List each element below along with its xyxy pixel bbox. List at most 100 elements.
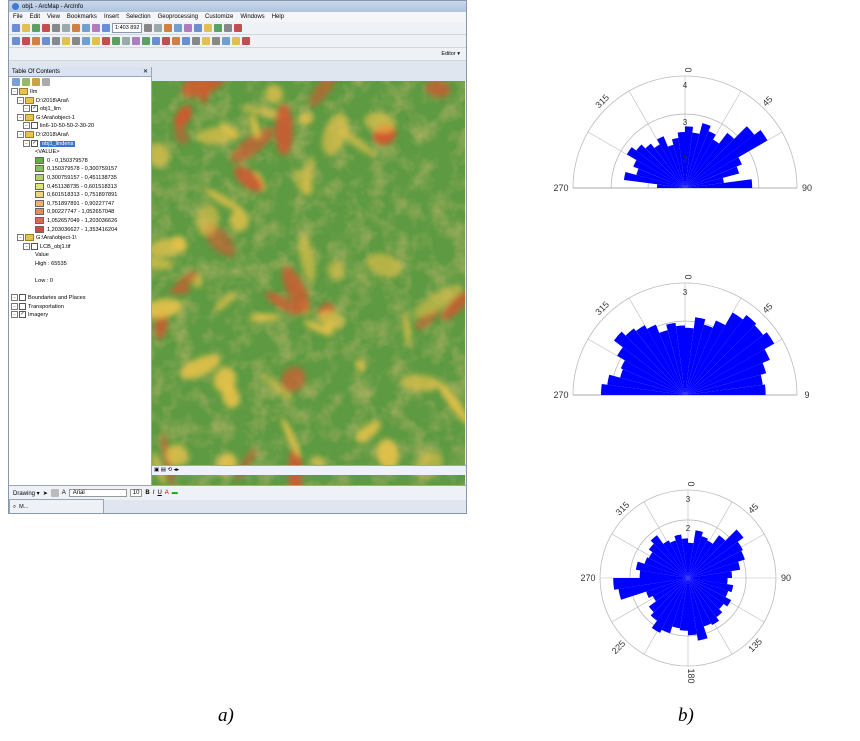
- toolbar-button-icon[interactable]: [72, 24, 80, 32]
- toc-row[interactable]: 0 - 0,150379578: [9, 156, 151, 166]
- menu-item-file[interactable]: File: [13, 14, 23, 20]
- toc-row[interactable]: 0,601518313 - 0,751897891: [9, 191, 151, 200]
- toolbar-button-icon[interactable]: [12, 24, 20, 32]
- tool-button-icon[interactable]: [52, 37, 60, 45]
- toc-row[interactable]: − D:\2018\Arai\: [9, 96, 151, 106]
- menu-item-view[interactable]: View: [47, 14, 60, 20]
- tool-button-icon[interactable]: [82, 37, 90, 45]
- tool-button-icon[interactable]: [172, 37, 180, 45]
- tool-button-icon[interactable]: [132, 37, 140, 45]
- toolbar-button-icon[interactable]: [214, 24, 223, 32]
- tool-button-icon[interactable]: [182, 37, 190, 45]
- menu-item-insert[interactable]: Insert: [103, 14, 119, 20]
- expand-icon[interactable]: −: [17, 96, 24, 104]
- menu-item-edit[interactable]: Edit: [29, 14, 41, 20]
- toolbar-button-icon[interactable]: [194, 24, 203, 32]
- menu-item-geoprocessing[interactable]: Geoprocessing: [157, 14, 198, 20]
- toc-row[interactable]: 1,203036627 - 1,353416204: [9, 225, 151, 235]
- toc-row[interactable]: − G:\Arai\object-1\: [9, 234, 151, 243]
- tool-button-icon[interactable]: [12, 37, 20, 45]
- toolbar-button-icon[interactable]: [184, 24, 193, 32]
- expand-icon[interactable]: −: [23, 105, 30, 113]
- toc-row[interactable]: − Transportation: [9, 302, 151, 312]
- layer-visibility-checkbox[interactable]: [31, 242, 38, 250]
- toc-row[interactable]: [9, 268, 151, 277]
- toc-row[interactable]: Value: [9, 251, 151, 260]
- tool-button-icon[interactable]: [72, 37, 80, 45]
- menu-item-windows[interactable]: Windows: [240, 14, 265, 20]
- list-by-selection-icon[interactable]: [42, 78, 50, 86]
- toc-row[interactable]: − lin6-10-50-50-2-30-20: [9, 122, 151, 131]
- expand-icon[interactable]: −: [11, 88, 18, 96]
- rectangle-icon[interactable]: [50, 489, 59, 497]
- tool-button-icon[interactable]: [232, 37, 240, 45]
- tool-button-icon[interactable]: [112, 37, 120, 45]
- italic-button[interactable]: I: [152, 490, 155, 496]
- bold-button[interactable]: B: [145, 490, 150, 496]
- toc-row[interactable]: 1,052657049 - 1,203036626: [9, 216, 151, 226]
- toolbar-button-icon[interactable]: [82, 24, 90, 32]
- tool-button-icon[interactable]: [212, 37, 220, 45]
- toc-row[interactable]: 0,90227747 - 1,052657048: [9, 208, 151, 217]
- map-view[interactable]: [152, 81, 465, 485]
- toolbar-button-icon[interactable]: [204, 24, 213, 32]
- expand-icon[interactable]: −: [17, 234, 24, 242]
- expand-icon[interactable]: −: [11, 294, 18, 302]
- taskbar-button[interactable]: ⌕ M...: [9, 499, 104, 513]
- list-by-source-icon[interactable]: [22, 78, 30, 86]
- text-icon[interactable]: A: [61, 490, 66, 496]
- toolbar-button-icon[interactable]: [174, 24, 183, 32]
- font-size-select[interactable]: 10: [129, 489, 143, 497]
- expand-icon[interactable]: −: [11, 302, 18, 310]
- expand-icon[interactable]: −: [23, 242, 30, 250]
- tool-button-icon[interactable]: [62, 37, 70, 45]
- toolbar-button-icon[interactable]: [224, 24, 233, 32]
- toc-row[interactable]: 0,150379578 - 0,300759157: [9, 165, 151, 174]
- expand-icon[interactable]: −: [11, 311, 18, 319]
- toc-row[interactable]: − D:\2018\Arai\: [9, 130, 151, 140]
- layer-visibility-checkbox[interactable]: ✓: [31, 105, 38, 113]
- toc-row[interactable]: High : 65535: [9, 260, 151, 269]
- menu-item-bookmarks[interactable]: Bookmarks: [66, 14, 97, 20]
- expand-icon[interactable]: −: [17, 113, 24, 121]
- toolbar-button-icon[interactable]: [22, 24, 30, 32]
- tool-button-icon[interactable]: [92, 37, 100, 45]
- toc-row[interactable]: 0,451138735 - 0,601518313: [9, 182, 151, 192]
- layer-visibility-checkbox[interactable]: [19, 302, 26, 310]
- toc-row[interactable]: 0,751897891 - 0,90227747: [9, 199, 151, 209]
- tool-button-icon[interactable]: [102, 37, 110, 45]
- tool-button-icon[interactable]: [152, 37, 160, 45]
- toc-row[interactable]: <VALUE>: [9, 148, 151, 157]
- expand-icon[interactable]: −: [23, 122, 30, 130]
- toc-row[interactable]: − Ilm: [9, 88, 151, 97]
- font-color-icon[interactable]: A: [164, 490, 169, 496]
- map-scale-input[interactable]: 1:403 892: [112, 23, 143, 33]
- toc-row[interactable]: − LCB_obj1.tif: [9, 242, 151, 252]
- tool-button-icon[interactable]: [202, 37, 210, 45]
- toc-row[interactable]: − ✓ obj1_lindens: [9, 139, 151, 149]
- font-select[interactable]: Arial: [68, 489, 127, 497]
- fill-color-icon[interactable]: ▬: [171, 490, 178, 496]
- toc-row[interactable]: − G:\Arai\object-1: [9, 113, 151, 123]
- tool-button-icon[interactable]: [42, 37, 50, 45]
- tool-button-icon[interactable]: [192, 37, 200, 45]
- layer-visibility-checkbox[interactable]: [31, 122, 38, 130]
- menu-item-help[interactable]: Help: [271, 14, 285, 20]
- tool-button-icon[interactable]: [122, 37, 130, 45]
- expand-icon[interactable]: −: [23, 139, 30, 147]
- drawing-menu[interactable]: Drawing ▾: [13, 490, 40, 497]
- layer-visibility-checkbox[interactable]: ✓: [31, 139, 38, 147]
- toc-row[interactable]: Low : 0: [9, 277, 151, 286]
- select-elements-icon[interactable]: ➤: [42, 490, 48, 497]
- toc-row[interactable]: − Boundaries and Places: [9, 294, 151, 303]
- toolbar-button-icon[interactable]: [92, 24, 100, 32]
- layer-visibility-checkbox[interactable]: [19, 294, 26, 302]
- toc-row[interactable]: 0,300759157 - 0,451138735: [9, 173, 151, 183]
- tool-button-icon[interactable]: [32, 37, 40, 45]
- tool-button-icon[interactable]: [222, 37, 230, 45]
- underline-button[interactable]: U: [157, 490, 162, 496]
- list-by-drawing-order-icon[interactable]: [12, 78, 20, 86]
- toolbar-button-icon[interactable]: [144, 24, 153, 32]
- close-icon[interactable]: ✕: [142, 69, 148, 75]
- data-view-icon[interactable]: ▣ ▤ ⟲ ◂▸: [154, 467, 180, 473]
